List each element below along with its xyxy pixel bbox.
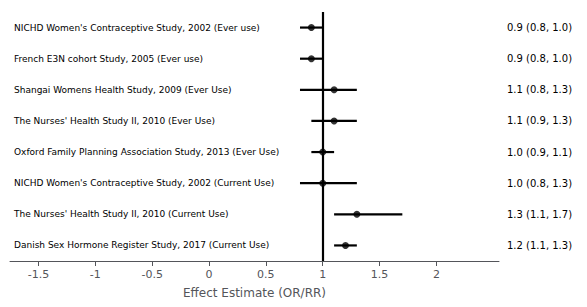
svg-text:Effect Estimate (OR/RR): Effect Estimate (OR/RR) <box>183 286 326 300</box>
svg-text:1.0 (0.8, 1.3): 1.0 (0.8, 1.3) <box>507 178 572 189</box>
svg-text:French E3N cohort Study, 2005: French E3N cohort Study, 2005 (Ever use) <box>14 54 203 64</box>
svg-text:NICHD Women's Contraceptive St: NICHD Women's Contraceptive Study, 2002 … <box>14 178 274 188</box>
svg-text:Oxford Family Planning Associa: Oxford Family Planning Association Study… <box>14 147 279 157</box>
svg-text:1.5: 1.5 <box>371 268 389 281</box>
svg-text:NICHD Women's Contraceptive St: NICHD Women's Contraceptive Study, 2002 … <box>14 23 260 33</box>
svg-text:1.2 (1.1, 1.3): 1.2 (1.1, 1.3) <box>507 240 572 251</box>
svg-text:0.5: 0.5 <box>257 268 275 281</box>
svg-text:1.0 (0.9, 1.1): 1.0 (0.9, 1.1) <box>507 147 572 158</box>
svg-text:Danish Sex Hormone Register St: Danish Sex Hormone Register Study, 2017 … <box>14 240 269 250</box>
svg-text:0.9 (0.8, 1.0): 0.9 (0.8, 1.0) <box>507 53 572 64</box>
svg-text:The Nurses' Health Study II, 2: The Nurses' Health Study II, 2010 (Ever … <box>13 116 215 126</box>
svg-text:0: 0 <box>206 268 213 281</box>
svg-text:-1.5: -1.5 <box>28 268 49 281</box>
svg-text:1.3 (1.1, 1.7): 1.3 (1.1, 1.7) <box>507 209 572 220</box>
svg-text:2: 2 <box>433 268 440 281</box>
svg-text:1.1 (0.9, 1.3): 1.1 (0.9, 1.3) <box>507 115 572 126</box>
svg-text:1: 1 <box>319 268 326 281</box>
svg-text:-0.5: -0.5 <box>141 268 162 281</box>
svg-text:1.1 (0.8, 1.3): 1.1 (0.8, 1.3) <box>507 84 572 95</box>
svg-text:The Nurses' Health Study II, 2: The Nurses' Health Study II, 2010 (Curre… <box>13 209 229 219</box>
svg-text:-1: -1 <box>90 268 101 281</box>
svg-text:Shangai Womens Health Study, 2: Shangai Womens Health Study, 2009 (Ever … <box>14 85 232 95</box>
svg-text:0.9 (0.8, 1.0): 0.9 (0.8, 1.0) <box>507 22 572 33</box>
